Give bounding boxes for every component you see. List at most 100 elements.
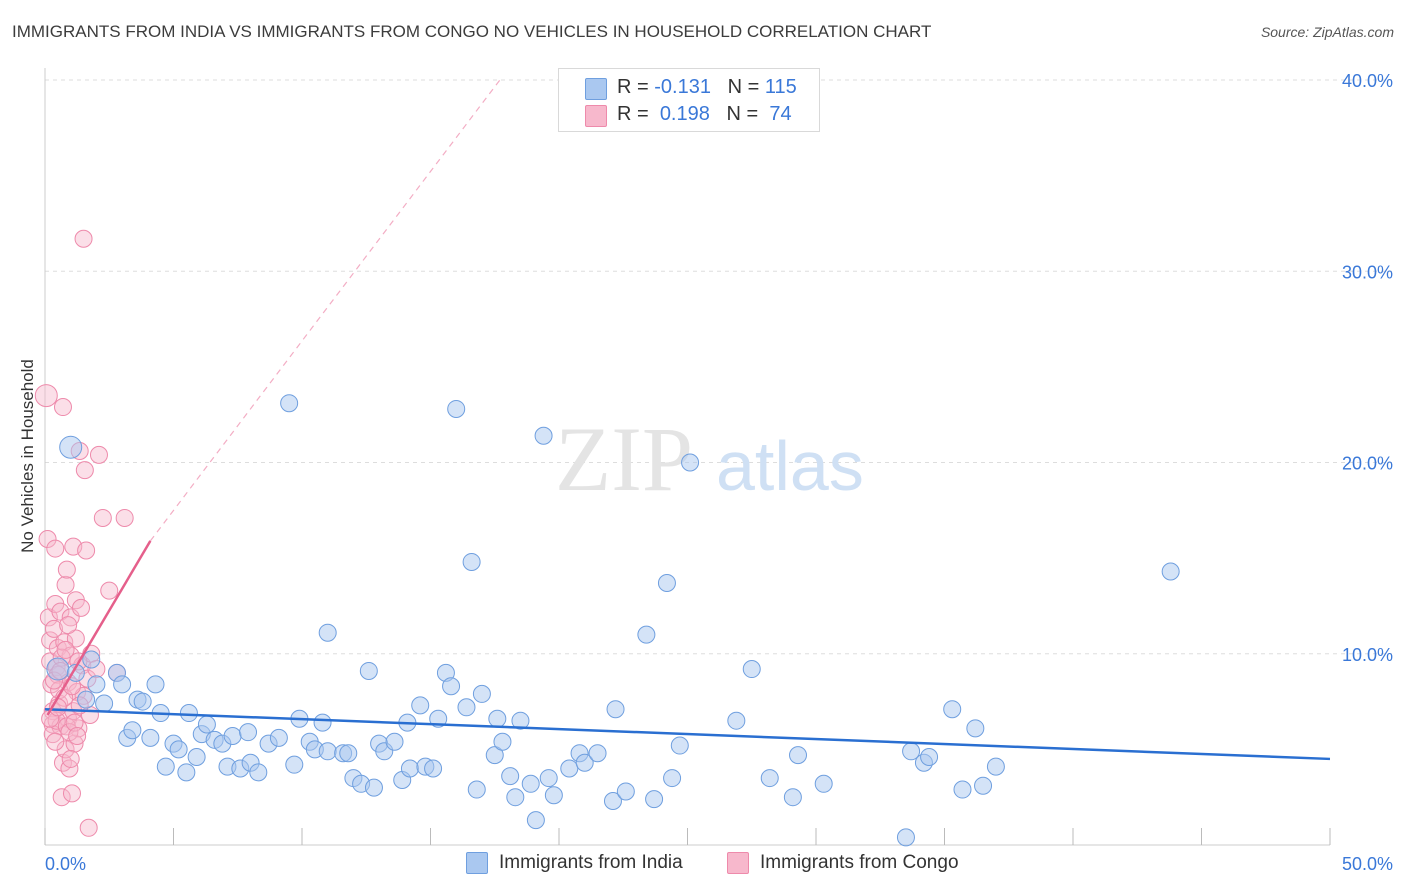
india-point	[467, 780, 486, 799]
india-point	[249, 763, 268, 782]
congo-point	[56, 640, 75, 659]
india-point	[66, 663, 85, 682]
india-point	[280, 394, 299, 413]
congo-point	[61, 749, 80, 768]
india-point	[606, 700, 625, 719]
india-point	[424, 759, 443, 778]
india-point	[462, 552, 481, 571]
india-point	[95, 694, 114, 713]
correlation-legend: R = -0.131 N = 115 R = 0.198 N = 74	[558, 68, 820, 132]
congo-n-value: 74	[769, 103, 792, 125]
india-point	[974, 776, 993, 795]
india-n-label: N =	[727, 76, 760, 98]
y-tick-label: 40.0%	[1342, 71, 1393, 91]
india-point	[385, 732, 404, 751]
congo-point	[38, 530, 57, 548]
india-point	[457, 698, 476, 717]
congo-point	[71, 598, 90, 617]
india-point	[966, 719, 985, 738]
india-point	[269, 728, 288, 747]
congo-swatch	[585, 105, 607, 127]
y-tick-label: 20.0%	[1342, 454, 1393, 474]
grid-lines	[45, 79, 1392, 655]
congo-point	[60, 759, 79, 778]
india-point	[285, 755, 304, 774]
india-point	[46, 657, 70, 681]
india-point	[400, 759, 419, 778]
congo-points	[34, 229, 134, 837]
india-point	[239, 723, 258, 742]
india-point	[493, 732, 512, 751]
congo-point	[41, 631, 60, 650]
india-point	[526, 811, 545, 830]
india-point	[197, 715, 216, 734]
india-point	[318, 623, 337, 642]
india-point	[146, 675, 165, 694]
congo-point	[93, 508, 112, 527]
india-point	[588, 744, 607, 763]
india-swatch	[585, 78, 607, 100]
india-point	[986, 757, 1005, 776]
india-point	[511, 711, 530, 730]
congo-r-value: 0.198	[659, 103, 710, 125]
congo-n-label: N =	[726, 103, 759, 125]
y-tick-label: 30.0%	[1342, 262, 1393, 282]
india-point	[727, 711, 746, 730]
india-point	[87, 675, 106, 694]
india-point	[82, 650, 101, 669]
india-point	[447, 399, 466, 418]
congo-trend-line	[46, 540, 152, 716]
india-point	[313, 713, 332, 732]
watermark-zip: ZIP	[555, 408, 693, 510]
india-point	[123, 721, 142, 740]
trend-lines	[44, 79, 1331, 761]
chart-title: IMMIGRANTS FROM INDIA VS IMMIGRANTS FROM…	[12, 22, 932, 41]
india-point	[920, 748, 939, 767]
india-points	[46, 394, 1180, 847]
india-point	[77, 690, 96, 709]
india-legend-label: Immigrants from India	[499, 852, 683, 873]
india-point	[364, 778, 383, 797]
india-point	[539, 769, 558, 788]
congo-point	[56, 740, 75, 759]
india-point	[544, 786, 563, 805]
india-point	[681, 453, 700, 472]
india-point	[223, 726, 242, 745]
congo-point	[77, 541, 96, 560]
india-point	[339, 744, 358, 763]
india-point	[442, 677, 461, 696]
congo-point	[46, 732, 65, 751]
congo-point	[75, 461, 94, 480]
congo-point	[34, 384, 58, 408]
india-point	[534, 426, 553, 445]
y-tick-label: 10.0%	[1342, 645, 1393, 665]
congo-point	[59, 616, 78, 635]
india-r-label: R =	[617, 76, 649, 98]
india-point	[637, 625, 656, 644]
india-trend-line	[44, 707, 1331, 761]
congo-point	[100, 581, 119, 600]
india-point	[560, 759, 579, 778]
india-point	[359, 661, 378, 680]
congo-point	[52, 788, 71, 807]
watermark: ZIP atlas	[555, 408, 864, 510]
congo-point	[62, 784, 81, 803]
congo-legend-swatch	[727, 852, 749, 874]
congo-point	[66, 629, 85, 648]
india-point	[789, 746, 808, 765]
congo-point	[44, 619, 63, 638]
tick-labels: 10.0% 20.0% 30.0% 40.0% 0.0% 50.0%	[45, 71, 1393, 874]
india-point	[616, 782, 635, 801]
congo-trend-extension	[149, 79, 501, 542]
india-point	[318, 742, 337, 761]
india-point	[814, 774, 833, 793]
india-point	[760, 769, 779, 788]
congo-point	[51, 602, 70, 621]
x-tick-label: 0.0%	[45, 854, 86, 874]
india-point	[953, 780, 972, 799]
india-point	[603, 792, 622, 811]
india-point	[472, 684, 491, 703]
congo-point	[47, 711, 66, 730]
x-tick-label: 50.0%	[1342, 854, 1393, 874]
india-point	[169, 740, 188, 759]
